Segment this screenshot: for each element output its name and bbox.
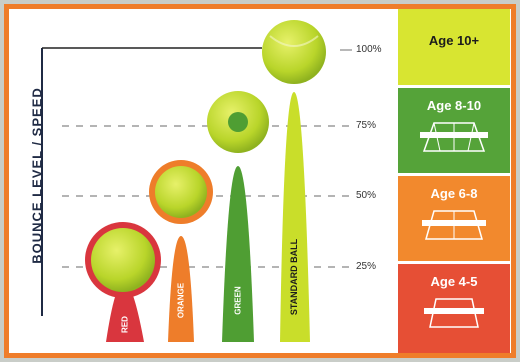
court-icon	[422, 210, 486, 240]
age-panel-label: Age 6-8	[430, 186, 478, 201]
age-panel-label: Age 8-10	[426, 98, 482, 113]
age-panel-10-plus: Age 10+	[398, 9, 510, 88]
court-icon	[424, 298, 484, 328]
age-panel-6-8: Age 6-8	[398, 176, 510, 264]
orange-ball	[149, 160, 213, 224]
red-ball-label: RED	[120, 316, 130, 333]
age-panel-8-10: Age 8-10	[398, 88, 510, 176]
green-ball	[207, 91, 269, 153]
orange-trajectory	[168, 236, 194, 342]
standard-trajectory	[280, 92, 310, 342]
tick-100: 100%	[356, 44, 382, 55]
y-axis-label: BOUNCE LEVEL / SPEED	[29, 87, 45, 264]
orange-ball-label: ORANGE	[176, 282, 186, 319]
tick-25: 25%	[356, 261, 377, 272]
age-panel-label: Age 10+	[428, 33, 480, 48]
court-icon	[420, 122, 488, 152]
tick-75: 75%	[356, 120, 377, 131]
red-ball	[85, 222, 161, 298]
age-panel-label: Age 4-5	[430, 274, 478, 289]
green-trajectory	[222, 166, 254, 342]
green-ball-label: GREEN	[233, 286, 243, 315]
tick-50: 50%	[356, 190, 377, 201]
standard-ball-label: STANDARD BALL	[289, 238, 299, 316]
standard-ball	[262, 20, 326, 84]
age-panel-4-5: Age 4-5	[398, 264, 510, 353]
